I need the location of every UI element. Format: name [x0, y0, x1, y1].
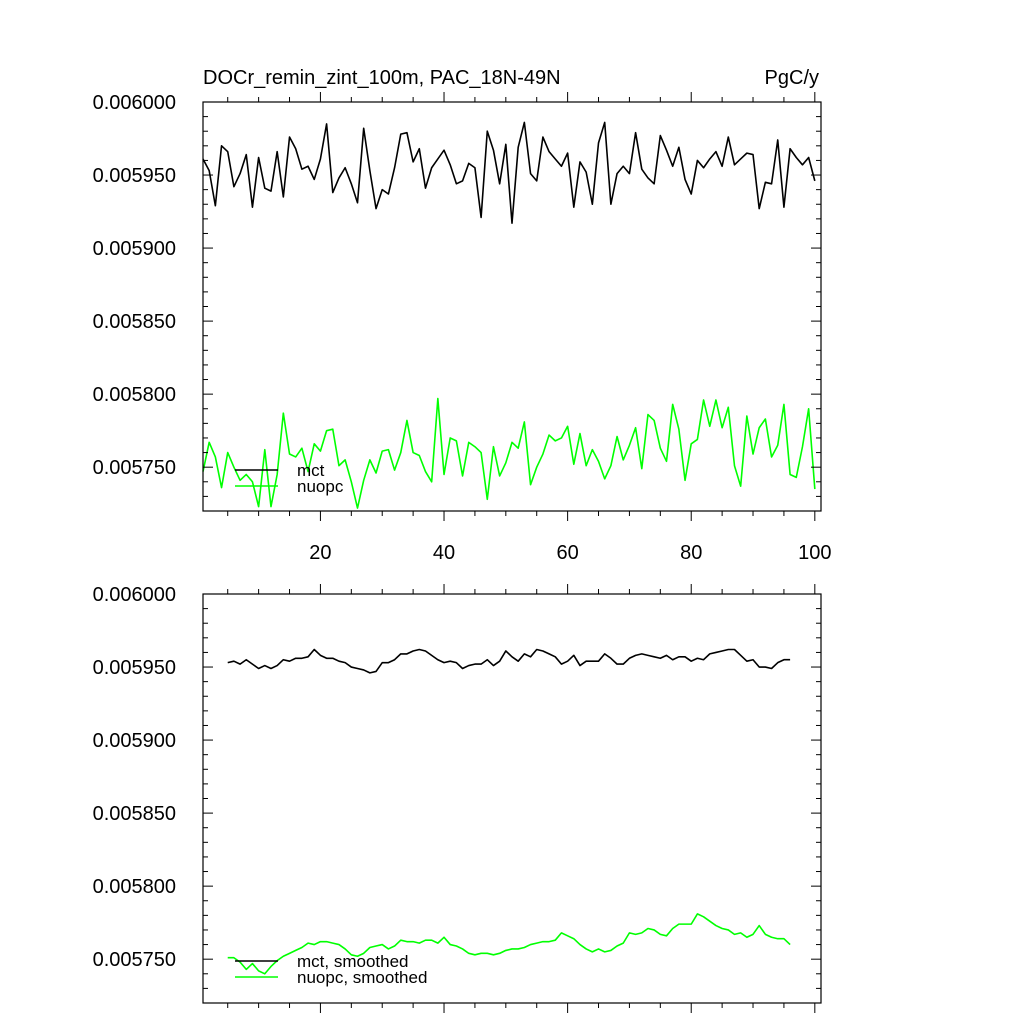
- series-line-mct: [227, 648, 791, 674]
- x-tick-label: 40: [433, 542, 455, 564]
- x-tick-label: 80: [680, 542, 702, 564]
- y-tick-label: 0.005750: [93, 457, 176, 479]
- y-tick-label: 0.005800: [93, 876, 176, 898]
- y-tick-label: 0.005750: [93, 949, 176, 971]
- plot-frame: [202, 101, 822, 512]
- y-tick-label: 0.005900: [93, 730, 176, 752]
- top-panel: DOCr_remin_zint_100m, PAC_18N-49N PgC/y …: [93, 67, 832, 564]
- y-tick-label: 0.005850: [93, 311, 176, 333]
- panel-title: DOCr_remin_zint_100m, PAC_18N-49N: [203, 67, 561, 89]
- series-line-mct: [202, 121, 816, 225]
- series-line-nuopc: [202, 397, 816, 509]
- y-tick-label: 0.005950: [93, 657, 176, 679]
- y-tick-label: 0.005900: [93, 238, 176, 260]
- series-line-nuopc: [227, 913, 791, 975]
- legend-label: mct, smoothed: [297, 952, 409, 971]
- bottom-panel: 0.005750 0.005800 0.005850 0.005900 0.005950…: [93, 584, 822, 1013]
- plot-frame: [202, 593, 822, 1004]
- x-tick-label: 20: [309, 542, 331, 564]
- legend-label: mct: [297, 461, 325, 480]
- y-tick-label: 0.006000: [93, 584, 176, 606]
- legend-label: nuopc, smoothed: [297, 968, 427, 987]
- x-tick-label: 60: [556, 542, 578, 564]
- y-tick-label: 0.005800: [93, 384, 176, 406]
- y-tick-label: 0.006000: [93, 92, 176, 114]
- y-tick-label: 0.005850: [93, 803, 176, 825]
- x-tick-label: 100: [798, 542, 831, 564]
- units-label: PgC/y: [765, 67, 819, 89]
- y-tick-label: 0.005950: [93, 165, 176, 187]
- legend-label: nuopc: [297, 477, 344, 496]
